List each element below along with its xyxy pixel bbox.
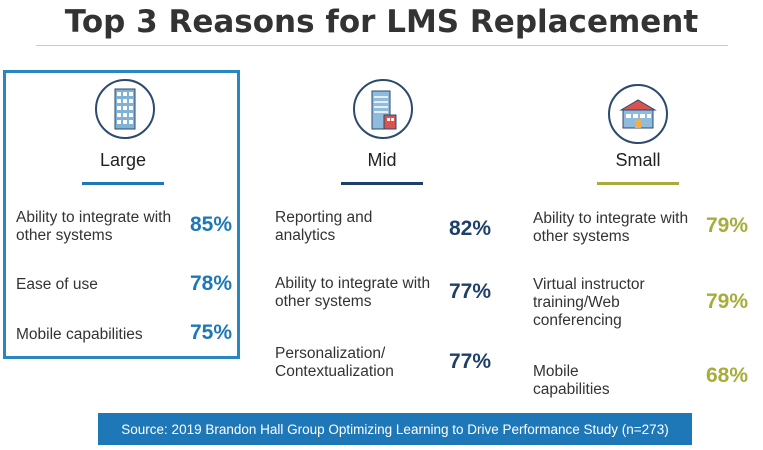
- small-row-2-label: Virtual instructor training/Web conferen…: [533, 276, 645, 329]
- segment-underline-mid: [341, 182, 423, 185]
- mid-row-1-value: 82%: [448, 217, 491, 240]
- mid-row-1-label: Reporting and analytics: [275, 209, 373, 244]
- small-building-icon: [608, 84, 668, 144]
- segment-label-small: Small: [615, 150, 661, 170]
- mid-row-3-value: 77%: [448, 350, 491, 373]
- segment-underline-small: [597, 182, 679, 185]
- large-segment-panel: [3, 70, 240, 359]
- mid-row-3-label: Personalization/ Contextualization: [275, 345, 394, 380]
- segment-label-mid: Mid: [367, 150, 397, 170]
- small-row-2-value: 79%: [705, 290, 748, 313]
- mid-row-2-label: Ability to integrate with other systems: [275, 275, 431, 310]
- office-building-icon: [353, 79, 413, 139]
- large-row-3-label: Mobile capabilities: [16, 326, 143, 343]
- source-note: Source: 2019 Brandon Hall Group Optimizi…: [98, 413, 692, 445]
- chart-title: Top 3 Reasons for LMS Replacement: [64, 4, 699, 40]
- small-row-3-value: 68%: [705, 364, 748, 387]
- segment-underline-large: [82, 182, 164, 185]
- segment-label-large: Large: [99, 150, 147, 170]
- large-row-1-label: Ability to integrate with other systems: [16, 209, 172, 244]
- large-row-1-value: 85%: [189, 213, 232, 236]
- large-row-2-label: Ease of use: [16, 276, 98, 293]
- mid-row-2-value: 77%: [448, 280, 491, 303]
- skyscraper-icon: [95, 79, 155, 139]
- title-divider: [36, 45, 728, 46]
- small-row-3-label: Mobile capabilities: [533, 363, 610, 398]
- large-row-3-value: 75%: [189, 321, 232, 344]
- small-row-1-value: 79%: [705, 214, 748, 237]
- small-row-1-label: Ability to integrate with other systems: [533, 210, 689, 245]
- large-row-2-value: 78%: [189, 272, 232, 295]
